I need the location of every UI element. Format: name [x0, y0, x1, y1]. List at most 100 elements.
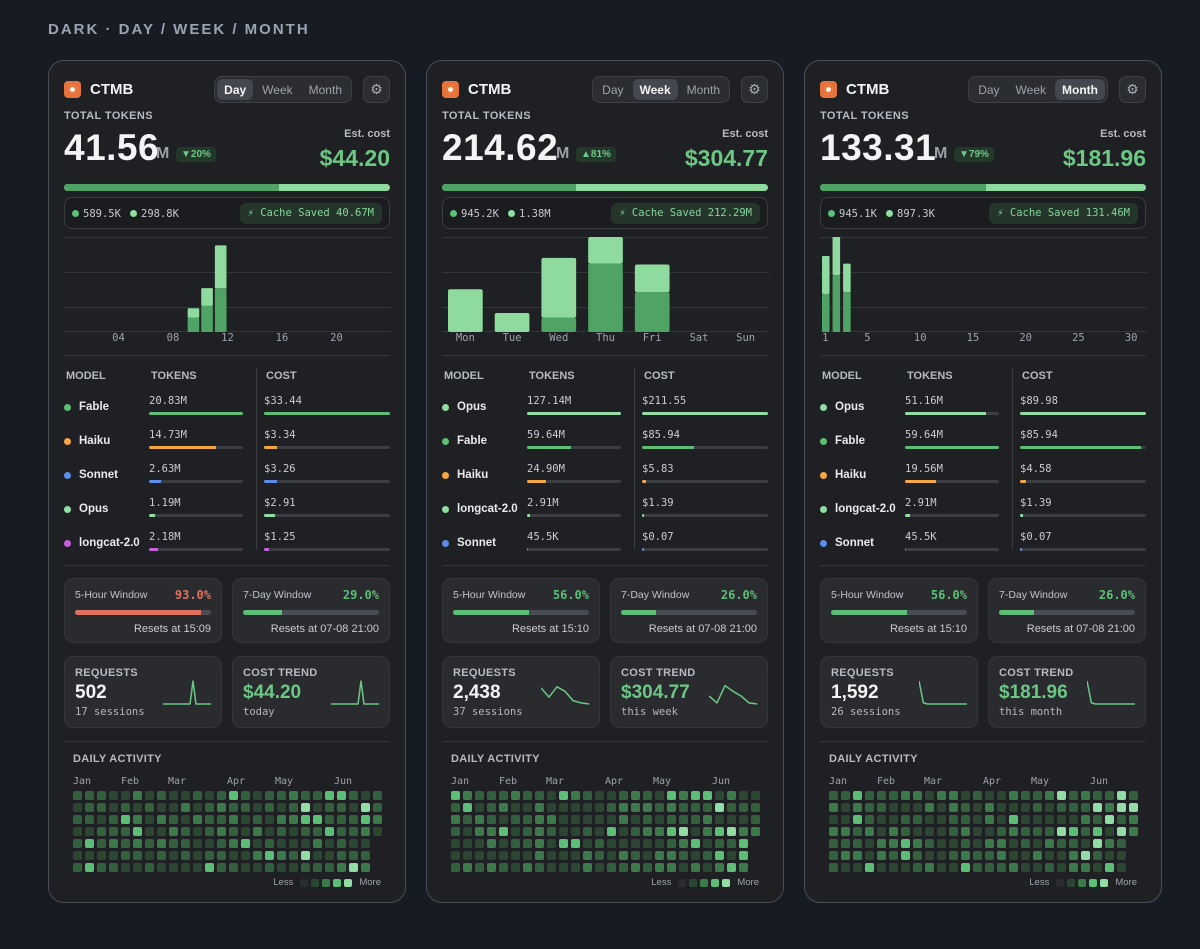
- usage-bar-chart: [64, 237, 391, 332]
- x-tick-wed: Wed: [549, 332, 569, 344]
- heatmap-cell: [337, 803, 346, 812]
- heatmap-cell: [751, 803, 760, 812]
- settings-gear-icon[interactable]: ⚙: [741, 76, 768, 103]
- heatmap-cell: [181, 803, 190, 812]
- model-tokens-bar: [149, 548, 243, 551]
- model-tokens-bar: [527, 514, 621, 517]
- model-cost-bar: [264, 480, 390, 483]
- heatmap-cell: [499, 839, 508, 848]
- bar-light-mon: [448, 289, 483, 332]
- heatmap-cell: [703, 851, 712, 860]
- model-cost-bar-fill: [264, 446, 277, 449]
- heatmap-cell: [289, 791, 298, 800]
- heatmap-cell: [337, 827, 346, 836]
- heatmap-cell: [937, 803, 946, 812]
- tab-day[interactable]: Day: [602, 83, 624, 97]
- heatmap-cell: [961, 803, 970, 812]
- heatmap-cell: [691, 791, 700, 800]
- tab-month[interactable]: Month: [1055, 79, 1105, 100]
- card-label: REQUESTS: [831, 667, 894, 679]
- model-color-dot: [442, 540, 449, 547]
- heatmap-cell: [523, 851, 532, 860]
- heatmap-cell: [241, 839, 250, 848]
- tab-month[interactable]: Month: [686, 83, 720, 97]
- sparkline: [1087, 680, 1135, 705]
- legend-swatch: [1056, 878, 1065, 887]
- heatmap-cell: [265, 791, 274, 800]
- month-label: Feb: [877, 776, 896, 787]
- app-name: CTMB: [846, 81, 890, 98]
- model-row: Fable 59.64M $85.94: [820, 426, 1146, 460]
- header: CTMB Day Week Month ⚙: [820, 76, 1146, 104]
- heatmap-cell: [1021, 815, 1030, 824]
- heatmap-cell: [703, 791, 712, 800]
- heatmap-cell: [829, 863, 838, 872]
- model-name: Opus: [835, 401, 865, 413]
- heatmap-cell: [715, 791, 724, 800]
- heatmap-cell: [265, 827, 274, 836]
- x-tick: 25: [1072, 332, 1085, 344]
- heatmap-cell: [547, 851, 556, 860]
- heatmap-cell: [949, 791, 958, 800]
- tab-day[interactable]: Day: [978, 83, 1000, 97]
- stat-b-dot: [508, 210, 515, 217]
- model-row: Haiku 19.56M $4.58: [820, 460, 1146, 494]
- heatmap-cell: [1093, 863, 1102, 872]
- heatmap-cell: [325, 827, 334, 836]
- settings-gear-icon[interactable]: ⚙: [1119, 76, 1146, 103]
- x-tick-sun: Sun: [736, 332, 756, 344]
- card-value: $304.77: [621, 682, 690, 703]
- tab-week[interactable]: Week: [632, 79, 678, 100]
- card-label: COST TREND: [999, 667, 1074, 679]
- delta-badge: ▼20%: [176, 147, 216, 162]
- column-header-cost: COST: [266, 370, 297, 382]
- tab-day[interactable]: Day: [217, 79, 254, 100]
- heatmap-cell: [145, 851, 154, 860]
- heatmap-cell: [265, 815, 274, 824]
- heatmap-cell: [703, 863, 712, 872]
- model-cost-bar-fill: [642, 412, 768, 415]
- heatmap-cell: [169, 815, 178, 824]
- heatmap-cell: [511, 839, 520, 848]
- model-tokens-bar-fill: [905, 446, 999, 449]
- settings-gear-icon[interactable]: ⚙: [363, 76, 390, 103]
- model-color-dot: [442, 404, 449, 411]
- heatmap-cell: [727, 827, 736, 836]
- heatmap-cell: [961, 839, 970, 848]
- heatmap-cell: [241, 851, 250, 860]
- tab-week[interactable]: Week: [262, 83, 293, 97]
- heatmap-cell: [1117, 863, 1126, 872]
- heatmap-cell: [301, 827, 310, 836]
- seven-day-window-card: 7-Day Window 29.0% Resets at 07-08 21:00: [232, 578, 390, 643]
- heatmap-cell: [1129, 791, 1138, 800]
- heatmap-cell: [133, 827, 142, 836]
- five-hour-window-card: 5-Hour Window 93.0% Resets at 15:09: [64, 578, 222, 643]
- heatmap-cell: [691, 815, 700, 824]
- tab-month[interactable]: Month: [308, 83, 342, 97]
- model-cost-bar: [264, 412, 390, 415]
- tab-week[interactable]: Week: [1015, 83, 1047, 97]
- heatmap-cell: [631, 815, 640, 824]
- heatmap-cell: [73, 803, 82, 812]
- heatmap-cell: [1021, 791, 1030, 800]
- x-tick-fri: Fri: [642, 332, 662, 344]
- heatmap-cell: [109, 791, 118, 800]
- window-progress-fill: [621, 610, 657, 615]
- heatmap-cell: [1093, 815, 1102, 824]
- heatmap-cell: [937, 839, 946, 848]
- heatmap-cell: [277, 851, 286, 860]
- heatmap-cell: [73, 815, 82, 824]
- model-row: Sonnet 45.5K $0.07: [820, 528, 1146, 562]
- divider: [64, 741, 390, 742]
- heatmap-cell: [337, 791, 346, 800]
- heatmap-cell: [1081, 803, 1090, 812]
- stat-a-dot: [72, 210, 79, 217]
- heatmap-cell: [1033, 791, 1042, 800]
- heatmap-cell: [265, 863, 274, 872]
- heatmap-cell: [901, 791, 910, 800]
- heatmap-cell: [1117, 803, 1126, 812]
- legend-swatch: [311, 878, 320, 887]
- legend-less: Less: [273, 877, 294, 888]
- month-label: Mar: [546, 776, 565, 787]
- heatmap-cell: [1045, 851, 1054, 860]
